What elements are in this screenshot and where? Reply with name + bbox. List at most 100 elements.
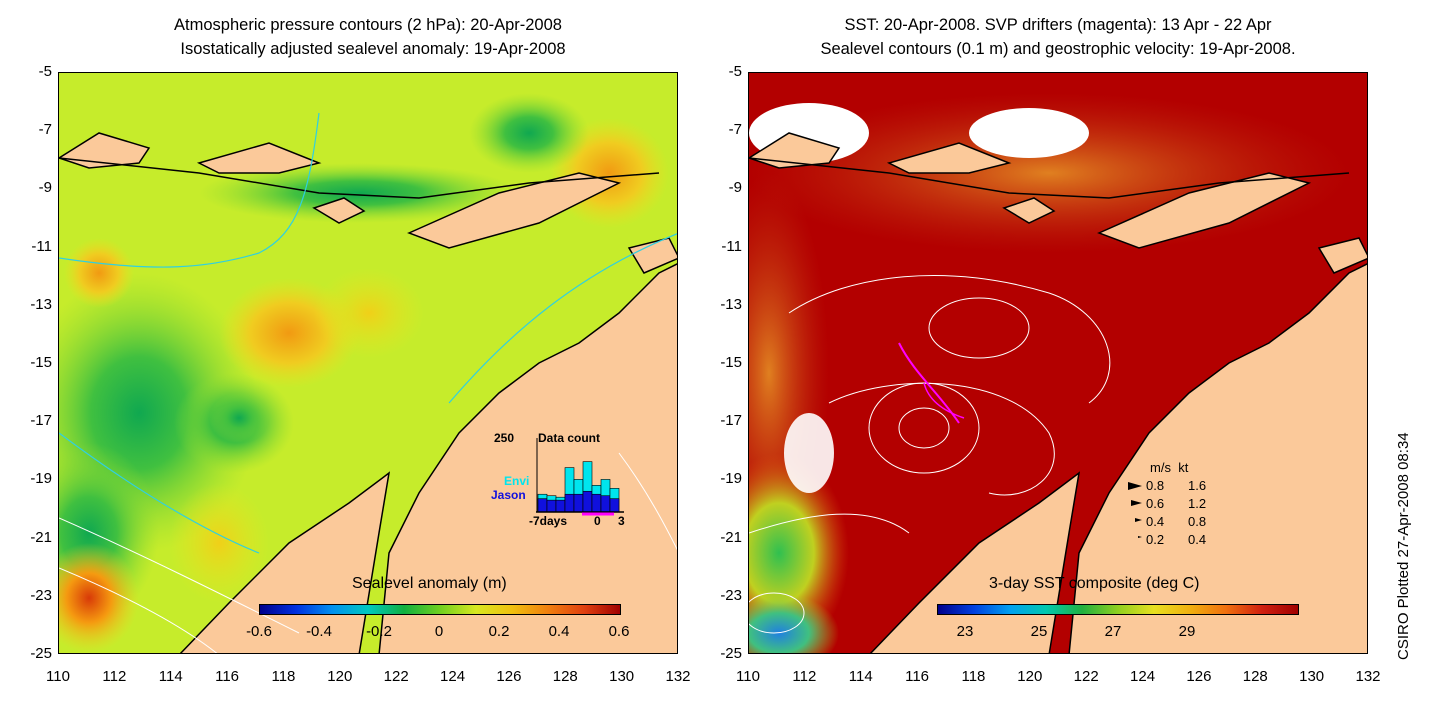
- velocity-legend-kt: 0.4: [1188, 532, 1207, 547]
- x-tick-label: 120: [327, 668, 353, 685]
- sst-colorbar-label: 3-day SST composite (deg C): [989, 575, 1200, 592]
- left-title-line2: Isostatically adjusted sealevel anomaly:…: [180, 40, 566, 58]
- x-tick-label: 126: [1186, 668, 1212, 685]
- left-title-line1: Atmospheric pressure contours (2 hPa): 2…: [174, 16, 562, 34]
- sst-tick-label: 29: [1178, 623, 1196, 640]
- x-tick-label: 126: [496, 668, 522, 685]
- right-title-line1: SST: 20-Apr-2008. SVP drifters (magenta)…: [844, 16, 1272, 34]
- inset-bar-jason: [573, 493, 584, 513]
- inset-count-label: 250: [494, 431, 515, 445]
- inset-bar-jason: [537, 498, 548, 513]
- inset-envi-label: Envi: [504, 474, 530, 488]
- x-tick-label: 124: [440, 668, 466, 685]
- sla-colorbar-label: Sealevel anomaly (m): [352, 575, 507, 592]
- sla-tick-label: 0.4: [548, 623, 570, 640]
- velocity-legend-kt: 1.6: [1188, 478, 1207, 493]
- y-tick-label: -11: [31, 237, 52, 255]
- inset-jason-label: Jason: [491, 488, 526, 502]
- y-tick-label: -17: [30, 412, 52, 430]
- sla-tick-label: -0.6: [246, 623, 272, 640]
- y-tick-label: -15: [720, 354, 742, 371]
- sla-colorbar: [259, 604, 621, 615]
- velocity-legend-arrow-icon: [1128, 482, 1142, 490]
- velocity-legend-header: m/s kt: [1150, 460, 1188, 475]
- x-tick-label: 130: [1299, 668, 1325, 685]
- x-tick-label: 112: [792, 668, 817, 685]
- inset-title: Data count: [538, 431, 601, 445]
- velocity-legend-arrow-icon: [1135, 518, 1142, 522]
- x-tick-label: 116: [215, 668, 240, 685]
- sla-tick-label: -0.4: [306, 623, 332, 640]
- x-tick-label: 132: [665, 668, 691, 685]
- y-tick-label: -11: [721, 237, 742, 255]
- x-tick-label: 122: [1073, 668, 1099, 685]
- y-tick-label: -13: [720, 295, 742, 313]
- x-tick-label: 110: [46, 668, 70, 685]
- inset-bar-jason: [555, 499, 566, 513]
- y-tick-label: -13: [30, 295, 52, 313]
- y-tick-label: -17: [720, 412, 742, 430]
- sst-map[interactable]: [748, 72, 1368, 654]
- x-tick-label: 122: [383, 668, 409, 685]
- velocity-legend-ms: 0.6: [1146, 496, 1165, 511]
- y-tick-label: -21: [720, 528, 742, 546]
- velocity-legend-kt: 0.8: [1188, 514, 1207, 529]
- x-tick-label: 116: [905, 668, 930, 685]
- velocity-legend-ms: 0.4: [1146, 514, 1165, 529]
- y-tick-label: -5: [728, 63, 742, 80]
- x-tick-label: 112: [102, 668, 127, 685]
- sla-tick-label: -0.2: [366, 623, 392, 640]
- y-tick-label: -19: [720, 470, 742, 488]
- x-tick-label: 120: [1017, 668, 1043, 685]
- y-tick-label: -7: [38, 121, 52, 139]
- inset-bars: [536, 438, 624, 516]
- sealevel-anomaly-field: [59, 73, 677, 653]
- x-tick-label: 128: [552, 668, 578, 685]
- inset-xtick-mid: 0: [594, 514, 601, 528]
- sst-tick-label: 27: [1104, 623, 1122, 640]
- inset-bar-jason: [600, 495, 611, 513]
- sealevel-anomaly-map[interactable]: [58, 72, 678, 654]
- velocity-legend-ms: 0.8: [1146, 478, 1165, 493]
- x-tick-label: 128: [1242, 668, 1268, 685]
- y-tick-label: -9: [38, 179, 52, 197]
- inset-bar-jason: [546, 499, 557, 513]
- x-tick-label: 114: [848, 668, 873, 685]
- sst-colorbar: [937, 604, 1299, 615]
- y-tick-label: -9: [728, 179, 742, 197]
- y-tick-label: -5: [38, 63, 52, 80]
- y-tick-label: -25: [30, 645, 52, 662]
- x-tick-label: 110: [736, 668, 760, 685]
- right-title-line2: Sealevel contours (0.1 m) and geostrophi…: [820, 40, 1296, 58]
- inset-bar-jason: [564, 493, 575, 513]
- x-tick-label: 114: [158, 668, 183, 685]
- y-tick-label: -7: [728, 121, 742, 139]
- inset-bar-jason: [609, 498, 620, 513]
- x-tick-label: 124: [1130, 668, 1156, 685]
- sla-tick-label: 0.2: [488, 623, 510, 640]
- velocity-legend-arrow-icon: [1138, 536, 1142, 538]
- y-tick-label: -25: [720, 645, 742, 662]
- sst-tick-label: 25: [1030, 623, 1048, 640]
- velocity-legend-ms-header: m/s: [1150, 460, 1171, 475]
- velocity-legend-arrow-icon: [1131, 500, 1142, 506]
- sla-tick-label: 0.6: [608, 623, 630, 640]
- x-tick-label: 118: [961, 668, 986, 685]
- velocity-legend-kt-header: kt: [1178, 460, 1189, 475]
- x-tick-label: 132: [1355, 668, 1381, 685]
- y-tick-label: -21: [30, 528, 52, 546]
- inset-xtick-right: 3: [618, 514, 625, 528]
- y-tick-label: -23: [30, 586, 52, 604]
- y-tick-label: -23: [720, 586, 742, 604]
- x-tick-label: 118: [271, 668, 296, 685]
- y-tick-label: -15: [30, 354, 52, 371]
- inset-bar-jason: [591, 493, 602, 513]
- inset-bar-jason: [582, 490, 593, 513]
- plot-credit: CSIRO Plotted 27-Apr-2008 08:34: [1395, 432, 1412, 660]
- x-tick-label: 130: [609, 668, 635, 685]
- y-tick-label: -19: [30, 470, 52, 488]
- sla-tick-label: 0: [434, 623, 444, 640]
- inset-xtick-left: -7days: [529, 514, 568, 528]
- velocity-legend-kt: 1.2: [1188, 496, 1207, 511]
- velocity-legend-ms: 0.2: [1146, 532, 1165, 547]
